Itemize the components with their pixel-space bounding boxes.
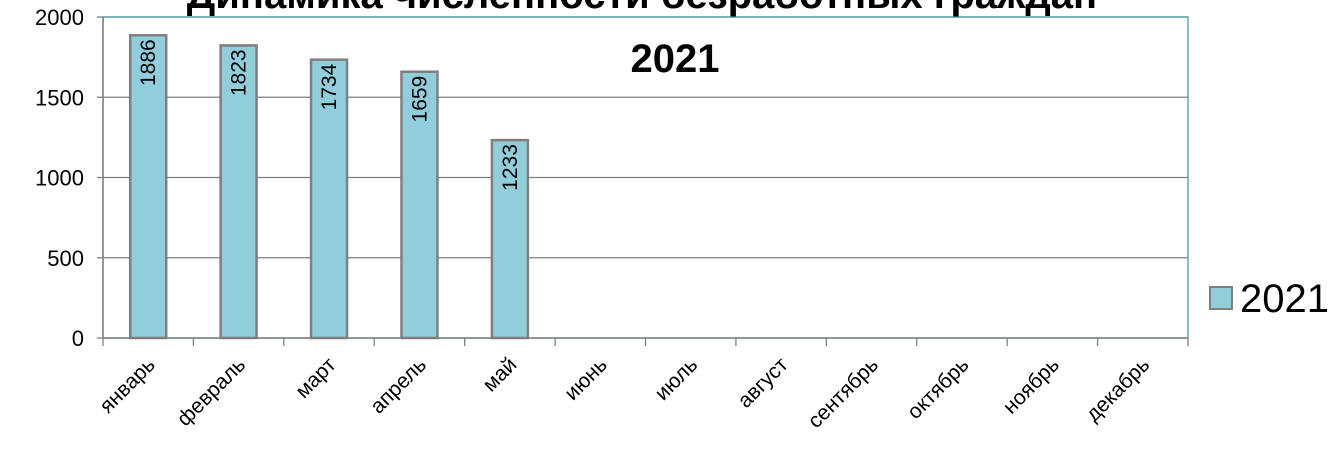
x-tick-label: май [478,353,521,396]
y-tick-label: 1000 [35,166,84,191]
y-tick-label: 1500 [35,85,84,110]
y-tick-label: 0 [72,326,84,351]
x-tick-label: февраль [173,353,251,431]
data-label: 1886 [137,39,160,86]
chart-subtitle: 2021 [631,37,720,81]
x-axis: январь февраль март апрель май июнь июль август… [95,337,1189,433]
x-tick-label: апрель [366,353,431,418]
y-tick-label: 500 [47,246,84,271]
x-tick-label: март [291,353,341,403]
data-label: 1823 [228,49,251,96]
x-tick-label: октябрь [903,353,974,424]
data-label: 1233 [499,144,522,191]
x-tick-label: сентябрь [804,353,884,433]
x-tick-label: август [733,353,793,413]
x-tick-label: декабрь [1082,353,1155,426]
y-tick-label: 2000 [35,5,84,30]
y-axis: 0 500 1000 1500 2000 [35,5,104,351]
bar-май [490,138,530,340]
data-labels: 1886 1823 1734 1659 1233 [137,39,522,191]
x-tick-label: январь [95,353,160,418]
bar-январь [128,34,168,340]
legend-swatch [1209,286,1233,310]
legend: 2021 [1209,277,1329,321]
x-tick-label: ноябрь [999,353,1064,418]
bar-апрель [400,70,439,340]
chart-title: Динамика численности безработных граждан [187,0,1097,17]
data-label: 1734 [318,63,341,110]
legend-label: 2021 [1240,277,1329,321]
x-tick-label: июнь [560,353,612,405]
x-tick-label: июль [650,353,702,405]
data-label: 1659 [408,76,431,123]
